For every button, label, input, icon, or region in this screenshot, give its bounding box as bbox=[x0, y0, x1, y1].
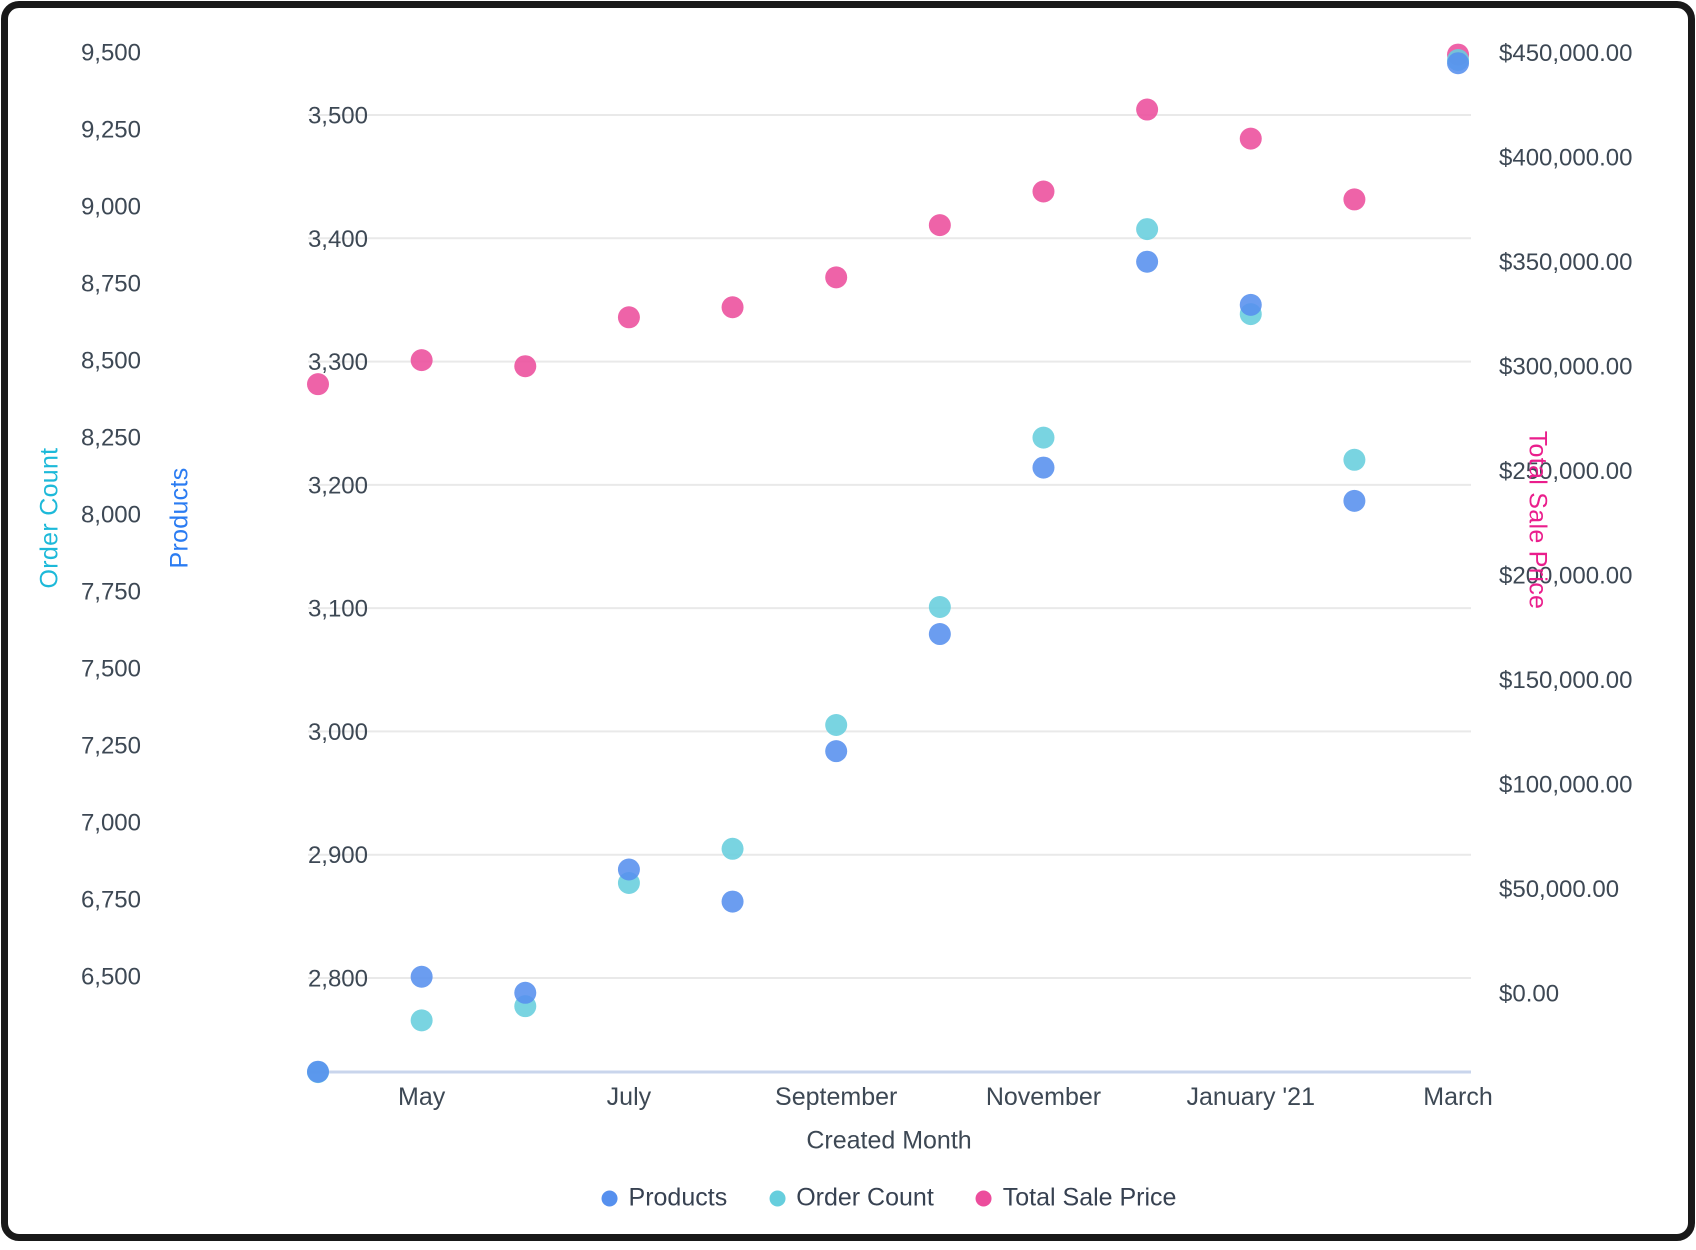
legend-label: Total Sale Price bbox=[1002, 1183, 1177, 1212]
order-count-tick-label: 8,250 bbox=[81, 425, 141, 452]
total-sale-price-tick-label: $300,000.00 bbox=[1499, 354, 1632, 381]
products-tick-label: 2,800 bbox=[308, 966, 368, 993]
total-sale-price-tick-label: $100,000.00 bbox=[1499, 772, 1632, 799]
order-count-tick-label: 6,750 bbox=[81, 887, 141, 914]
x-tick-label: September bbox=[775, 1083, 897, 1111]
data-point-total-sale-price-april[interactable] bbox=[307, 373, 329, 396]
data-point-total-sale-price-september[interactable] bbox=[825, 266, 848, 289]
x-tick-label: May bbox=[398, 1083, 446, 1111]
data-point-total-sale-price-january21[interactable] bbox=[1239, 127, 1262, 150]
data-point-order-count-february[interactable] bbox=[1343, 448, 1366, 471]
products-tick-label: 3,400 bbox=[308, 226, 368, 253]
order-count-tick-label: 7,250 bbox=[81, 733, 141, 760]
legend-item-total-sale-price[interactable]: Total Sale Price bbox=[975, 1183, 1177, 1213]
data-point-products-december[interactable] bbox=[1136, 250, 1159, 273]
total-sale-price-tick-label: $250,000.00 bbox=[1499, 458, 1632, 485]
data-point-products-november[interactable] bbox=[1032, 456, 1055, 479]
data-point-total-sale-price-july[interactable] bbox=[617, 306, 640, 329]
products-legend-dot-icon bbox=[601, 1190, 618, 1206]
total-sale-price-axis-title: Total Sale Price bbox=[1523, 430, 1552, 610]
data-point-products-february[interactable] bbox=[1343, 489, 1366, 512]
data-point-products-march[interactable] bbox=[1447, 52, 1470, 75]
data-point-total-sale-price-february[interactable] bbox=[1343, 188, 1366, 211]
data-point-order-count-december[interactable] bbox=[1136, 218, 1159, 241]
legend-item-order-count[interactable]: Order Count bbox=[769, 1184, 934, 1213]
legend-item-products[interactable]: Products bbox=[601, 1183, 728, 1213]
data-point-products-october[interactable] bbox=[928, 623, 951, 646]
total-sale-price-tick-label: $450,000.00 bbox=[1499, 40, 1632, 67]
order-count-tick-label: 8,750 bbox=[81, 271, 141, 298]
x-tick-label: November bbox=[986, 1083, 1101, 1111]
order-count-tick-label: 8,000 bbox=[81, 502, 141, 529]
legend-label: Products bbox=[628, 1183, 728, 1212]
data-point-order-count-november[interactable] bbox=[1032, 426, 1055, 449]
products-tick-label: 3,200 bbox=[308, 472, 368, 499]
order-count-tick-label: 9,250 bbox=[81, 117, 141, 144]
data-point-products-june[interactable] bbox=[514, 981, 537, 1004]
data-point-total-sale-price-october[interactable] bbox=[928, 214, 951, 237]
data-point-order-count-october[interactable] bbox=[928, 596, 951, 619]
order-count-tick-label: 9,500 bbox=[81, 40, 141, 67]
data-point-order-count-may[interactable] bbox=[410, 1009, 433, 1032]
data-point-products-january21[interactable] bbox=[1239, 293, 1262, 316]
order-count-tick-label: 9,000 bbox=[81, 194, 141, 221]
products-tick-label: 3,000 bbox=[308, 719, 368, 746]
order-count-tick-label: 7,500 bbox=[81, 656, 141, 683]
x-axis-title: Created Month bbox=[806, 1126, 972, 1155]
data-point-total-sale-price-august[interactable] bbox=[721, 296, 744, 319]
products-tick-label: 3,300 bbox=[308, 349, 368, 376]
order-count-tick-label: 7,750 bbox=[81, 579, 141, 606]
products-axis-title: Products bbox=[165, 467, 194, 569]
total-sale-price-tick-label: $400,000.00 bbox=[1499, 145, 1632, 172]
order-count-tick-label: 8,500 bbox=[81, 348, 141, 375]
legend: Products Order Count Total Sale Price bbox=[601, 1183, 1177, 1213]
order-count-axis-title: Order Count bbox=[35, 447, 64, 589]
data-point-order-count-september[interactable] bbox=[825, 713, 848, 736]
data-point-total-sale-price-december[interactable] bbox=[1136, 98, 1159, 121]
data-point-products-july[interactable] bbox=[617, 858, 640, 881]
total-sale-price-tick-label: $350,000.00 bbox=[1499, 249, 1632, 276]
x-tick-label: March bbox=[1423, 1083, 1492, 1111]
x-tick-label: July bbox=[607, 1083, 652, 1111]
total-sale-price-tick-label: $0.00 bbox=[1499, 981, 1559, 1008]
order-count-legend-dot-icon bbox=[769, 1190, 786, 1206]
order-count-tick-label: 6,500 bbox=[81, 964, 141, 991]
data-point-order-count-august[interactable] bbox=[721, 837, 744, 860]
data-point-total-sale-price-november[interactable] bbox=[1032, 180, 1055, 203]
legend-label: Order Count bbox=[796, 1183, 934, 1212]
products-tick-label: 2,900 bbox=[308, 842, 368, 869]
data-point-total-sale-price-may[interactable] bbox=[410, 349, 433, 372]
data-point-products-april[interactable] bbox=[307, 1060, 329, 1083]
total-sale-price-tick-label: $200,000.00 bbox=[1499, 563, 1632, 590]
scatter-chart-canvas[interactable]: 6,500 6,750 7,000 7,250 7,500 7,750 8,000 8,250… bbox=[8, 8, 1696, 1250]
data-point-total-sale-price-june[interactable] bbox=[514, 355, 537, 378]
data-point-products-september[interactable] bbox=[825, 740, 848, 763]
products-tick-label: 3,500 bbox=[308, 103, 368, 130]
total-sale-price-tick-label: $50,000.00 bbox=[1499, 876, 1619, 903]
total-sale-price-legend-dot-icon bbox=[975, 1190, 992, 1206]
products-tick-label: 3,100 bbox=[308, 596, 368, 623]
total-sale-price-tick-label: $150,000.00 bbox=[1499, 667, 1632, 694]
data-point-products-may[interactable] bbox=[410, 965, 433, 988]
data-point-products-august[interactable] bbox=[721, 890, 744, 913]
x-tick-label: January '21 bbox=[1187, 1083, 1315, 1111]
order-count-tick-label: 7,000 bbox=[81, 810, 141, 837]
